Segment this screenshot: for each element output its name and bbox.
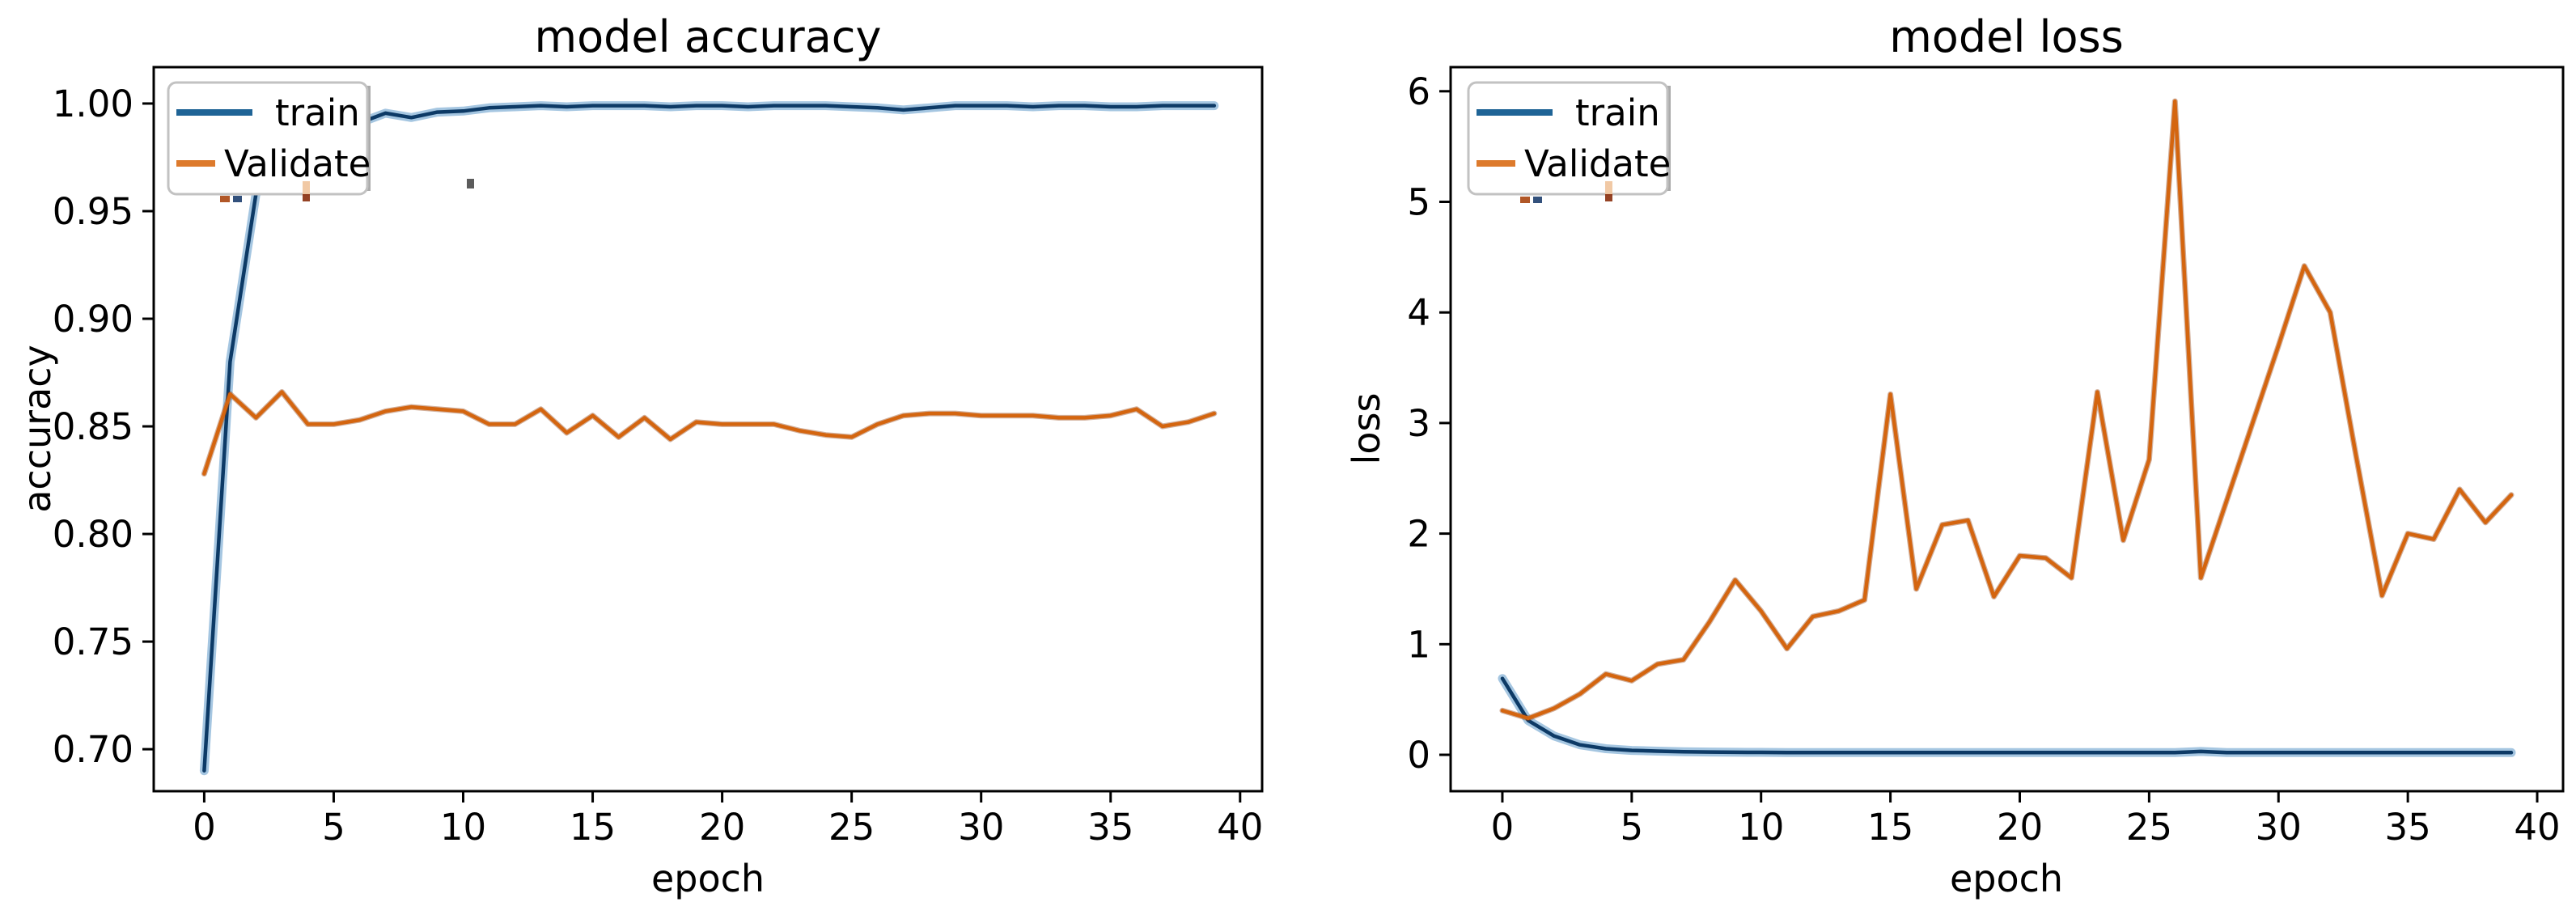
y-tick-label: 6: [1407, 70, 1430, 113]
x-tick-label: 30: [2256, 806, 2302, 849]
loss-chart: 0 5 10 15 20 25 30 35 40 0 1 2 3 4 5 6 train Validate m…: [1345, 11, 2565, 900]
x-tick-label: 10: [1738, 806, 1784, 849]
y-tick-label: 0.75: [53, 620, 133, 663]
y-tick-label: 0.90: [53, 298, 133, 341]
legend-validate-label: Validate: [224, 142, 371, 185]
validate-line: [1500, 99, 2514, 721]
artifact-speck: [220, 196, 230, 202]
train-line-halo: [1498, 674, 2516, 757]
loss-ylabel: loss: [1345, 393, 1388, 465]
artifact-speck: [303, 194, 310, 201]
accuracy-chart: 0 5 10 15 20 25 30 35 40 0.70 0.75 0.80 0.85 0.90 0.95…: [15, 11, 1264, 900]
x-tick-label: 20: [1997, 806, 2043, 849]
compression-artifacts: [220, 179, 1612, 203]
y-tick-label: 3: [1407, 402, 1430, 445]
loss-axes-ticks: 0 5 10 15 20 25 30 35 40 0 1 2 3 4 5 6: [1407, 70, 2560, 849]
x-tick-label: 40: [1217, 806, 1263, 849]
loss-series: [1498, 98, 2516, 757]
train-line: [1500, 676, 2514, 755]
y-tick-label: 0.80: [53, 513, 133, 556]
loss-plot-border: [1449, 66, 2565, 793]
x-tick-label: 25: [828, 806, 875, 849]
x-tick-label: 35: [1087, 806, 1133, 849]
accuracy-plot-border: [152, 66, 1264, 793]
legend-train-label: train: [275, 91, 360, 134]
y-tick-label: 0.85: [53, 405, 133, 448]
y-tick-label: 0: [1407, 734, 1430, 777]
x-tick-label: 15: [1867, 806, 1913, 849]
y-tick-label: 0.95: [53, 190, 133, 233]
legend-validate-label: Validate: [1524, 142, 1671, 185]
x-tick-label: 0: [193, 806, 216, 849]
train-line: [202, 104, 1217, 773]
artifact-speck: [467, 179, 474, 188]
y-tick-label: 4: [1407, 291, 1430, 334]
artifact-speck: [1520, 197, 1530, 203]
x-tick-label: 25: [2126, 806, 2172, 849]
y-tick-label: 1: [1407, 623, 1430, 666]
loss-xlabel: epoch: [1950, 857, 2063, 900]
validate-line: [202, 390, 1217, 476]
x-tick-label: 40: [2514, 806, 2560, 849]
x-tick-label: 20: [699, 806, 745, 849]
artifact-speck: [1533, 197, 1542, 203]
accuracy-ylabel: accuracy: [15, 345, 59, 513]
x-tick-label: 5: [322, 806, 345, 849]
x-tick-label: 10: [440, 806, 486, 849]
y-tick-label: 2: [1407, 513, 1430, 556]
y-tick-label: 1.00: [53, 83, 133, 125]
train-line-halo: [199, 101, 1219, 776]
loss-title: model loss: [1889, 11, 2124, 62]
y-tick-label: 0.70: [53, 728, 133, 771]
y-tick-label: 5: [1407, 181, 1430, 224]
legend-train-label: train: [1575, 91, 1660, 134]
loss-legend: train Validate: [1467, 81, 1671, 196]
accuracy-title: model accuracy: [535, 11, 882, 62]
x-tick-label: 15: [570, 806, 616, 849]
x-tick-label: 35: [2385, 806, 2431, 849]
artifact-speck: [233, 196, 242, 202]
validate-line-halo: [201, 389, 1218, 477]
accuracy-series: [199, 101, 1219, 776]
artifact-speck: [1605, 194, 1612, 201]
x-tick-label: 5: [1621, 806, 1644, 849]
artifact-speck: [1605, 181, 1612, 195]
x-tick-label: 0: [1491, 806, 1515, 849]
artifact-speck: [303, 181, 310, 195]
accuracy-xlabel: epoch: [651, 857, 765, 900]
x-tick-label: 30: [958, 806, 1004, 849]
accuracy-legend: train Validate: [167, 81, 371, 196]
accuracy-axes-ticks: 0 5 10 15 20 25 30 35 40 0.70 0.75 0.80 0.85 0.90 0.95…: [53, 83, 1264, 849]
